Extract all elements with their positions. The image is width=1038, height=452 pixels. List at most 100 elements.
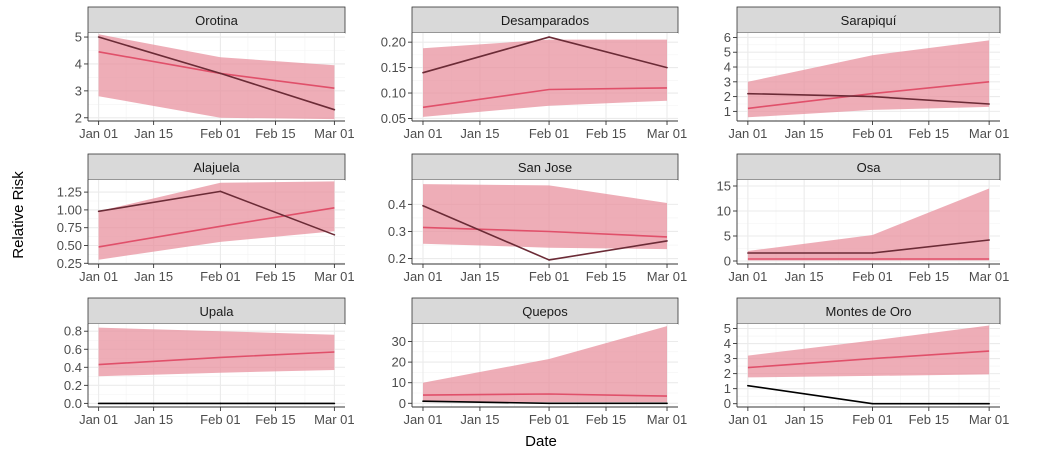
x-tick-label: Feb 01 [852,269,892,284]
credible-interval-ribbon [747,40,990,118]
facet-title: Alajuela [193,160,240,175]
y-tick-label: 0.8 [64,324,82,339]
facet-strip [87,153,346,181]
facet-panel: Orotina 2 3 4 5 Jan 01 Jan 15 Feb 01 Feb 15 Mar 0… [75,6,355,141]
credible-interval-ribbon [98,327,335,377]
y-tick-label: 2 [724,366,731,381]
credible-interval-ribbon [747,188,990,261]
y-tick-label: 0.3 [388,224,406,239]
x-tick-label: Jan 01 [728,412,767,427]
x-tick-label: Jan 15 [134,269,173,284]
y-tick-label: 5 [75,30,82,45]
x-tick-label: Feb 15 [909,412,949,427]
y-tick-label: 0.05 [381,111,406,126]
x-tick-label: Mar 01 [314,412,354,427]
observed-line [871,95,990,105]
facet-strip [87,6,346,34]
y-tick-label: 0.25 [57,256,82,271]
observed-line [548,240,668,261]
y-tick-label: 0.4 [64,360,82,375]
y-tick-label: 0.2 [64,378,82,393]
y-tick-label: 1.25 [57,185,82,200]
observed-line [219,190,336,236]
x-tick-label: Feb 01 [200,126,240,141]
x-tick-label: Feb 01 [529,269,569,284]
x-tick-label: Jan 01 [728,269,767,284]
y-tick-label: 10 [392,375,406,390]
facet-panel: Desamparados 0.05 0.10 0.15 0.20 Jan 01 Jan 15… [381,6,687,141]
x-tick-label: Jan 01 [403,412,442,427]
facet-strip [736,6,1001,34]
facet-strip [411,6,679,34]
y-tick-label: 0 [724,254,731,269]
facet-panel: San Jose 0.2 0.3 0.4 Jan 01 Jan 15 Feb 01 Feb 1… [388,153,687,284]
facet-strip [736,153,1001,181]
observed-line [219,72,336,111]
observed-line [422,204,550,261]
y-tick-label: 4 [724,60,731,75]
x-tick-label: Jan 01 [79,126,118,141]
y-tick-label: 1 [724,104,731,119]
observed-line [548,36,668,69]
credible-interval-ribbon [423,326,667,403]
y-tick-label: 0.6 [64,342,82,357]
facet-panel: Upala 0.0 0.2 0.4 0.6 0.8 Jan 01 Jan 15 Feb 01 Fe… [64,297,355,427]
observed-line [422,36,550,74]
y-tick-label: 4 [75,56,82,71]
facet-title: Montes de Oro [826,304,912,319]
predicted-line [98,351,335,366]
x-tick-label: Jan 15 [134,412,173,427]
x-tick-label: Mar 01 [647,412,687,427]
y-tick-label: 0.0 [64,396,82,411]
facet-title: Osa [857,160,882,175]
x-tick-label: Feb 15 [586,126,626,141]
y-tick-label: 5 [724,321,731,336]
y-tick-label: 15 [717,179,731,194]
x-tick-label: Feb 15 [909,269,949,284]
facet-strip [411,153,679,181]
predicted-line [98,207,335,248]
x-tick-label: Jan 15 [134,126,173,141]
x-tick-label: Mar 01 [969,412,1009,427]
x-tick-label: Jan 15 [785,126,824,141]
predicted-line [747,81,990,110]
x-tick-label: Jan 01 [403,269,442,284]
y-tick-label: 6 [724,30,731,45]
y-tick-label: 0 [724,396,731,411]
x-tick-label: Mar 01 [647,126,687,141]
facet-strip [411,297,679,325]
y-tick-label: 20 [392,355,406,370]
x-tick-label: Mar 01 [647,269,687,284]
x-tick-label: Feb 15 [255,126,295,141]
credible-interval-ribbon [423,39,667,117]
x-tick-label: Feb 15 [255,269,295,284]
x-tick-label: Feb 01 [200,269,240,284]
y-tick-label: 5 [724,45,731,60]
observed-line [747,92,874,98]
y-tick-label: 3 [724,351,731,366]
y-tick-label: 2 [75,110,82,125]
x-tick-label: Jan 15 [785,412,824,427]
facet-panel: Osa 0 5 10 15 Jan 01 Jan 15 Feb 01 Feb 15 Mar 01 [717,153,1009,284]
predicted-line [422,87,668,109]
predicted-line [422,393,668,397]
credible-interval-ribbon [98,34,335,120]
facet-title: Quepos [522,304,568,319]
x-tick-label: Jan 15 [460,126,499,141]
x-tick-label: Jan 15 [460,269,499,284]
x-tick-label: Jan 01 [403,126,442,141]
x-axis-title: Date [525,433,557,450]
y-tick-label: 3 [75,83,82,98]
y-tick-label: 1.00 [57,202,82,217]
x-tick-label: Jan 15 [460,412,499,427]
y-tick-label: 30 [392,334,406,349]
facet-title: Desamparados [501,13,590,28]
observed-line [97,36,222,75]
facet-strip [87,297,346,325]
y-tick-label: 5 [724,229,731,244]
y-tick-label: 0.75 [57,220,82,235]
facet-panel: Quepos 0 10 20 30 Jan 01 Jan 15 Feb 01 Feb 15 Mar… [392,297,687,427]
